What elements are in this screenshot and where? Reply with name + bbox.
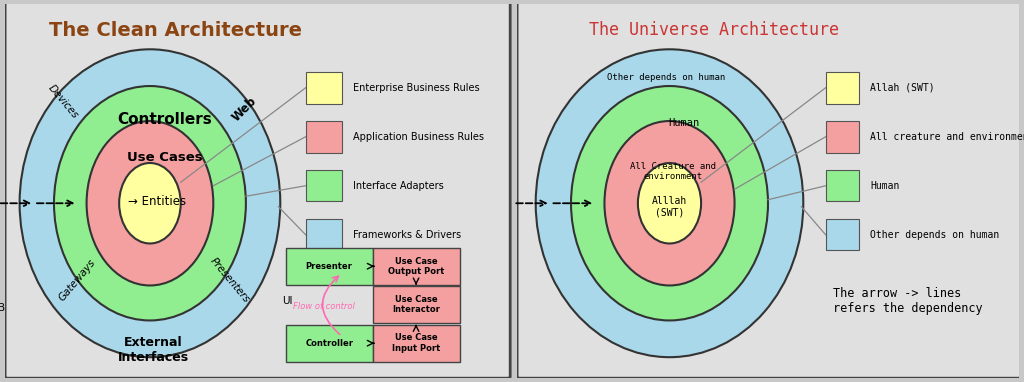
Text: Presenters: Presenters: [208, 256, 251, 304]
Text: Use Case
Input Port: Use Case Input Port: [392, 333, 440, 353]
Text: Other depends on human: Other depends on human: [606, 73, 725, 82]
Text: Alllah
(SWT): Alllah (SWT): [652, 196, 687, 217]
Text: The Universe Architecture: The Universe Architecture: [589, 21, 839, 39]
Text: UI: UI: [283, 296, 293, 306]
Ellipse shape: [119, 163, 180, 243]
Text: External
Interfaces: External Interfaces: [118, 336, 189, 364]
Ellipse shape: [19, 49, 281, 357]
Text: The arrow -> lines
refers the dependency: The arrow -> lines refers the dependency: [834, 287, 983, 315]
Text: Presenter: Presenter: [306, 262, 352, 271]
Bar: [305, 72, 342, 104]
Ellipse shape: [571, 86, 768, 320]
FancyBboxPatch shape: [373, 325, 460, 362]
Text: DB: DB: [0, 303, 5, 313]
Text: Use Case
Interactor: Use Case Interactor: [392, 295, 440, 314]
FancyBboxPatch shape: [286, 248, 373, 285]
Bar: [825, 219, 859, 251]
Text: Gateways: Gateways: [57, 257, 98, 303]
Bar: [305, 121, 342, 152]
Bar: [305, 170, 342, 201]
Text: All Creature and
environment: All Creature and environment: [630, 162, 716, 181]
Text: Other depends on human: Other depends on human: [870, 230, 999, 240]
Ellipse shape: [87, 121, 213, 285]
Bar: [825, 72, 859, 104]
Text: Enterprise Business Rules: Enterprise Business Rules: [352, 83, 479, 93]
Text: The Clean Architecture: The Clean Architecture: [49, 21, 302, 40]
Text: Application Business Rules: Application Business Rules: [352, 132, 483, 142]
Bar: [305, 219, 342, 251]
Text: Web: Web: [229, 94, 259, 124]
Ellipse shape: [638, 163, 701, 243]
Text: Flow of control: Flow of control: [293, 302, 354, 311]
Bar: [825, 121, 859, 152]
Text: All creature and environment: All creature and environment: [870, 132, 1024, 142]
Ellipse shape: [604, 121, 734, 285]
Text: Interface Adapters: Interface Adapters: [352, 181, 443, 191]
FancyBboxPatch shape: [517, 2, 1021, 378]
Text: Frameworks & Drivers: Frameworks & Drivers: [352, 230, 461, 240]
FancyBboxPatch shape: [373, 248, 460, 285]
Text: Use Cases: Use Cases: [127, 151, 202, 164]
Text: Controller: Controller: [305, 339, 353, 348]
Text: Human: Human: [669, 118, 700, 128]
Text: → Entities: → Entities: [128, 195, 186, 208]
Text: Devices: Devices: [46, 83, 80, 121]
Text: Human: Human: [870, 181, 900, 191]
Ellipse shape: [536, 49, 803, 357]
Text: Use Case
Output Port: Use Case Output Port: [388, 257, 444, 276]
Text: Allah (SWT): Allah (SWT): [870, 83, 935, 93]
FancyBboxPatch shape: [373, 286, 460, 323]
FancyBboxPatch shape: [5, 2, 510, 378]
Bar: [825, 170, 859, 201]
FancyBboxPatch shape: [286, 325, 373, 362]
Text: Controllers: Controllers: [117, 112, 212, 127]
Ellipse shape: [54, 86, 246, 320]
